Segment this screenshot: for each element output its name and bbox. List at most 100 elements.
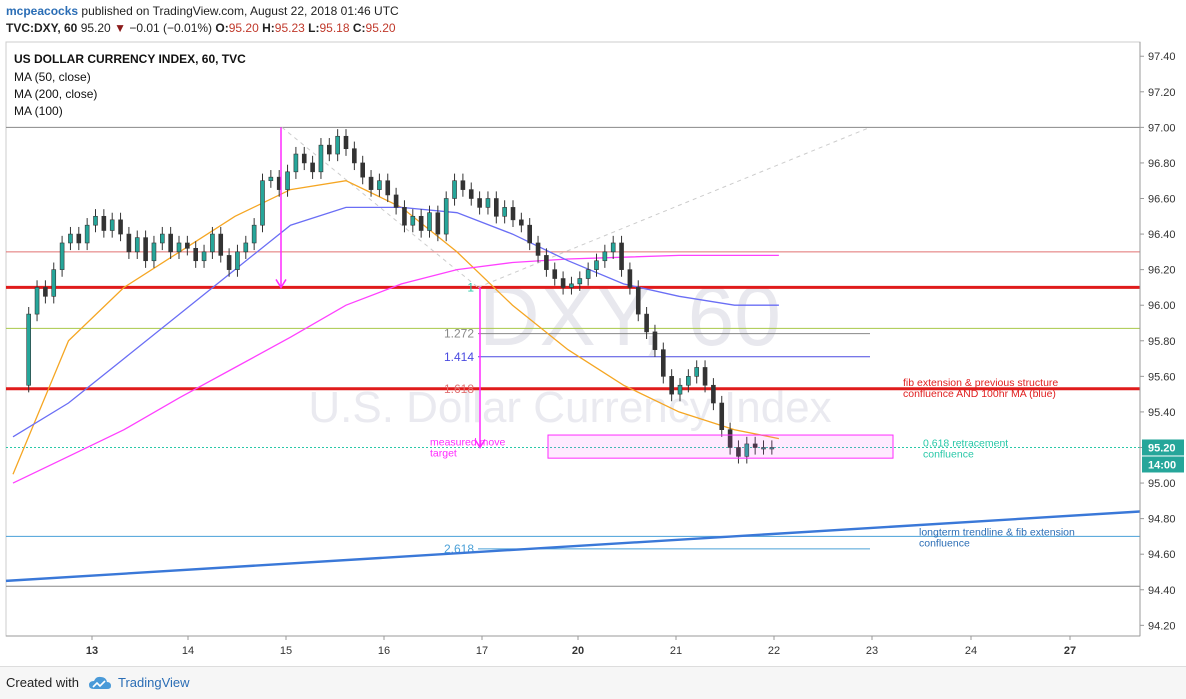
close-label: C: <box>352 21 366 35</box>
price-tick-2: 97.00 <box>1148 122 1176 134</box>
price-tick-15: 94.40 <box>1148 585 1176 597</box>
candle-body-38 <box>335 135 340 155</box>
candle-body-11 <box>109 219 115 231</box>
candle-body-81 <box>694 367 700 377</box>
candle-body-79 <box>677 384 683 395</box>
open-label: O: <box>215 21 229 35</box>
candle-body-24 <box>218 233 224 256</box>
candle-body-88 <box>752 443 758 448</box>
candle-body-51 <box>443 198 449 235</box>
fib-label-0: 1 <box>467 280 474 294</box>
candle-body-89 <box>761 447 766 450</box>
time-badge-text: 14:00 <box>1148 459 1176 471</box>
time-tick-0: 13 <box>86 645 98 657</box>
cloud-logo-icon <box>89 676 111 689</box>
candle-body-22 <box>201 251 207 262</box>
candle-body-36 <box>318 144 324 173</box>
ohlc-header: TVC:DXY, 60 95.20 ▼ −0.01 (−0.01%) O:95.… <box>6 21 396 35</box>
fib-label-3: 1.618 <box>444 382 474 396</box>
author-link[interactable]: mcpeacocks <box>6 4 79 18</box>
price-tick-4: 96.60 <box>1148 194 1176 206</box>
last-price: 95.20 <box>80 21 111 35</box>
candle-body-26 <box>235 251 240 270</box>
price-tick-10: 95.40 <box>1148 407 1176 419</box>
candle-body-23 <box>210 233 215 253</box>
price-chart[interactable]: DXY, 60 U.S. Dollar Currency Index 11.27… <box>0 0 1186 666</box>
price-tick-16: 94.20 <box>1148 620 1176 632</box>
open-value: 95.20 <box>228 21 259 35</box>
candle-body-9 <box>93 215 98 226</box>
candle-body-74 <box>635 287 641 315</box>
candle-body-8 <box>84 224 90 244</box>
tradingview-link[interactable]: TradingView <box>118 675 190 690</box>
high-value: 95.23 <box>274 21 305 35</box>
time-tick-2: 15 <box>280 645 292 657</box>
retracement-note: 0.618 retracement <box>923 437 1008 449</box>
candle-body-19 <box>176 242 182 253</box>
candle-body-16 <box>151 242 157 262</box>
candle-body-43 <box>377 180 382 190</box>
candle-body-77 <box>660 349 666 377</box>
candle-body-76 <box>652 331 658 350</box>
high-label: H: <box>262 21 275 35</box>
candle-body-63 <box>544 255 549 270</box>
candle-body-17 <box>160 233 165 244</box>
low-value: 95.18 <box>319 21 350 35</box>
candle-body-49 <box>427 212 432 231</box>
trendline-note-2: confluence <box>919 537 970 549</box>
ma-line-1 <box>12 254 779 484</box>
candle-body-5 <box>59 242 65 270</box>
fib-structure-note: fib extension & previous structure <box>903 377 1058 389</box>
legend-ma200[interactable]: MA (200, close) <box>14 87 98 101</box>
candle-body-83 <box>711 384 716 404</box>
candle-body-73 <box>627 269 633 288</box>
candle-body-72 <box>619 242 624 270</box>
candle-body-30 <box>268 176 274 182</box>
candle-body-80 <box>686 376 691 386</box>
candle-body-54 <box>468 189 474 199</box>
time-tick-9: 24 <box>965 645 977 657</box>
candle-body-55 <box>477 198 482 208</box>
candle-body-70 <box>602 251 608 262</box>
candle-body-90 <box>769 447 775 450</box>
legend-ma50[interactable]: MA (50, close) <box>14 70 91 84</box>
candle-body-29 <box>260 180 265 226</box>
legend-ma100[interactable]: MA (100) <box>14 104 63 118</box>
candle-body-6 <box>68 233 73 244</box>
measured-move-note: measured move <box>430 436 505 448</box>
candle-body-34 <box>301 153 307 164</box>
candle-body-2 <box>34 287 40 315</box>
fib-label-1: 1.272 <box>444 327 474 341</box>
measured-arrowhead-2 <box>474 439 486 449</box>
candle-body-18 <box>168 233 173 253</box>
candle-body-86 <box>736 447 741 457</box>
legend-title: US DOLLAR CURRENCY INDEX, 60, TVC <box>14 52 246 66</box>
price-tick-12: 95.00 <box>1148 478 1176 490</box>
measured-arrowhead-1 <box>275 279 287 289</box>
candle-body-44 <box>385 180 391 196</box>
candle-body-40 <box>352 148 357 164</box>
candle-body-45 <box>393 194 399 208</box>
price-tick-0: 97.40 <box>1148 51 1176 63</box>
candle-body-75 <box>644 313 649 333</box>
watermark-name: U.S. Dollar Currency Index <box>308 383 831 432</box>
time-tick-5: 20 <box>572 645 584 657</box>
price-tick-1: 97.20 <box>1148 87 1176 99</box>
candle-body-27 <box>243 242 249 253</box>
candle-body-39 <box>343 135 349 150</box>
last-price-badge-text: 95.20 <box>1148 442 1176 454</box>
time-tick-1: 14 <box>182 645 194 657</box>
target-zone-box <box>547 434 894 459</box>
candle-body-10 <box>101 215 107 231</box>
time-tick-3: 16 <box>378 645 390 657</box>
candle-body-28 <box>251 224 257 244</box>
price-tick-7: 96.00 <box>1148 300 1176 312</box>
price-tick-14: 94.60 <box>1148 549 1176 561</box>
time-tick-7: 22 <box>768 645 780 657</box>
time-tick-10: 27 <box>1064 645 1076 657</box>
candle-body-71 <box>610 242 616 253</box>
candle-body-25 <box>226 255 232 270</box>
low-label: L: <box>308 21 320 35</box>
candle-body-13 <box>126 233 132 253</box>
